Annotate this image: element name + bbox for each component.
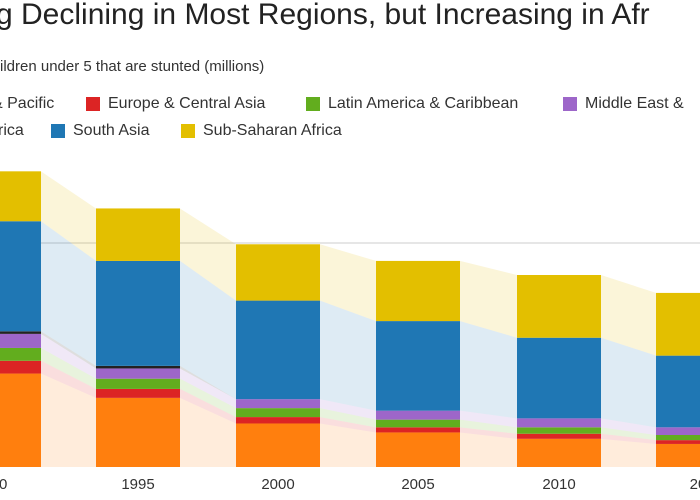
bar-segment[interactable]: [656, 355, 700, 428]
legend-swatch: [181, 124, 195, 138]
legend-item-north-america[interactable]: rica: [0, 122, 24, 140]
bar-segment[interactable]: [517, 418, 601, 428]
chart-title: g Declining in Most Regions, but Increas…: [0, 0, 650, 31]
x-tick-label: 1995: [121, 476, 154, 493]
bar-segment[interactable]: [236, 423, 320, 467]
chart-subtitle: ildren under 5 that are stunted (million…: [0, 58, 265, 75]
series-band: [320, 300, 376, 411]
bar-segment[interactable]: [96, 397, 180, 467]
series-band: [41, 331, 96, 369]
bar-segment[interactable]: [96, 208, 180, 261]
legend-label: Latin America & Caribbean: [328, 95, 519, 112]
bar-segment[interactable]: [376, 321, 460, 411]
bar-segment[interactable]: [517, 433, 601, 439]
bar-segment[interactable]: [517, 337, 601, 419]
series-band: [320, 408, 376, 428]
series-band: [601, 438, 656, 467]
bar-segment[interactable]: [236, 417, 320, 424]
bar-segment[interactable]: [517, 427, 601, 434]
bar-segment[interactable]: [96, 368, 180, 379]
series-band: [601, 427, 656, 441]
legend-swatch: [86, 97, 100, 111]
x-tick-label: 90: [0, 476, 7, 493]
legend-swatch: [51, 124, 65, 138]
x-tick-label: 20: [690, 476, 700, 493]
series-band: [41, 333, 96, 379]
series-band: [41, 171, 96, 261]
series-band: [460, 410, 517, 428]
bar-segment[interactable]: [0, 360, 41, 374]
legend-label: Sub-Saharan Africa: [203, 122, 342, 139]
series-band: [460, 419, 517, 434]
series-band: [320, 244, 376, 322]
bar-segment[interactable]: [656, 292, 700, 356]
series-band: [180, 368, 236, 409]
bar-segment[interactable]: [96, 365, 180, 369]
bar-segment[interactable]: [656, 440, 700, 444]
legend-label: Middle East &: [585, 95, 684, 112]
series-band: [460, 427, 517, 439]
bar-segment[interactable]: [236, 300, 320, 400]
bar-segment[interactable]: [0, 171, 41, 222]
bar-segment[interactable]: [0, 333, 41, 348]
bar-segment[interactable]: [236, 408, 320, 418]
bar-segment[interactable]: [0, 373, 41, 467]
series-band: [460, 432, 517, 467]
bar-segment[interactable]: [236, 399, 320, 409]
series-band: [320, 423, 376, 467]
series-band: [180, 378, 236, 418]
bar-segment[interactable]: [236, 244, 320, 301]
x-tick-label: 2005: [401, 476, 434, 493]
series-band: [41, 347, 96, 389]
bar-segment[interactable]: [0, 347, 41, 361]
series-band: [460, 260, 517, 338]
bar-segment[interactable]: [376, 419, 460, 428]
legend-item-middle-east[interactable]: Middle East &: [563, 95, 684, 113]
series-band: [320, 417, 376, 433]
series-band: [460, 321, 517, 419]
series-band: [180, 208, 236, 301]
x-tick-label: 2000: [261, 476, 294, 493]
bar-segment[interactable]: [96, 388, 180, 398]
series-band: [601, 275, 656, 356]
bar-segment[interactable]: [376, 432, 460, 467]
legend-label: South Asia: [73, 122, 150, 139]
legend-swatch: [306, 97, 320, 111]
series-band: [41, 360, 96, 398]
bar-segment[interactable]: [517, 438, 601, 467]
bar-segment[interactable]: [517, 275, 601, 338]
bar-segment[interactable]: [96, 378, 180, 389]
x-tick-label: 2010: [542, 476, 575, 493]
bar-segment[interactable]: [0, 221, 41, 332]
series-band: [180, 388, 236, 424]
bar-segment[interactable]: [376, 410, 460, 420]
legend-item-europe-central-asia[interactable]: Europe & Central Asia: [86, 95, 265, 113]
legend-item-south-asia[interactable]: South Asia: [51, 122, 150, 140]
legend-item-sub-saharan-africa[interactable]: Sub-Saharan Africa: [181, 122, 342, 140]
legend-item-east-asia-pacific[interactable]: & Pacific: [0, 95, 54, 113]
legend-item-latin-america-caribbean[interactable]: Latin America & Caribbean: [306, 95, 518, 113]
bar-segment[interactable]: [656, 427, 700, 435]
series-band: [41, 373, 96, 467]
series-band: [180, 365, 236, 400]
series-band: [180, 260, 236, 400]
legend-label: rica: [0, 122, 24, 139]
series-band: [320, 399, 376, 420]
bar-segment[interactable]: [376, 427, 460, 433]
legend-label: & Pacific: [0, 95, 55, 112]
bar-segment[interactable]: [96, 260, 180, 366]
legend-swatch: [563, 97, 577, 111]
series-band: [41, 221, 96, 366]
series-band: [601, 337, 656, 428]
bar-segment[interactable]: [656, 435, 700, 441]
bar-segment[interactable]: [0, 331, 41, 334]
series-band: [601, 418, 656, 435]
legend-label: Europe & Central Asia: [108, 95, 266, 112]
series-band: [180, 397, 236, 467]
bar-segment[interactable]: [376, 260, 460, 322]
series-band: [601, 433, 656, 444]
bar-segment[interactable]: [656, 443, 700, 467]
